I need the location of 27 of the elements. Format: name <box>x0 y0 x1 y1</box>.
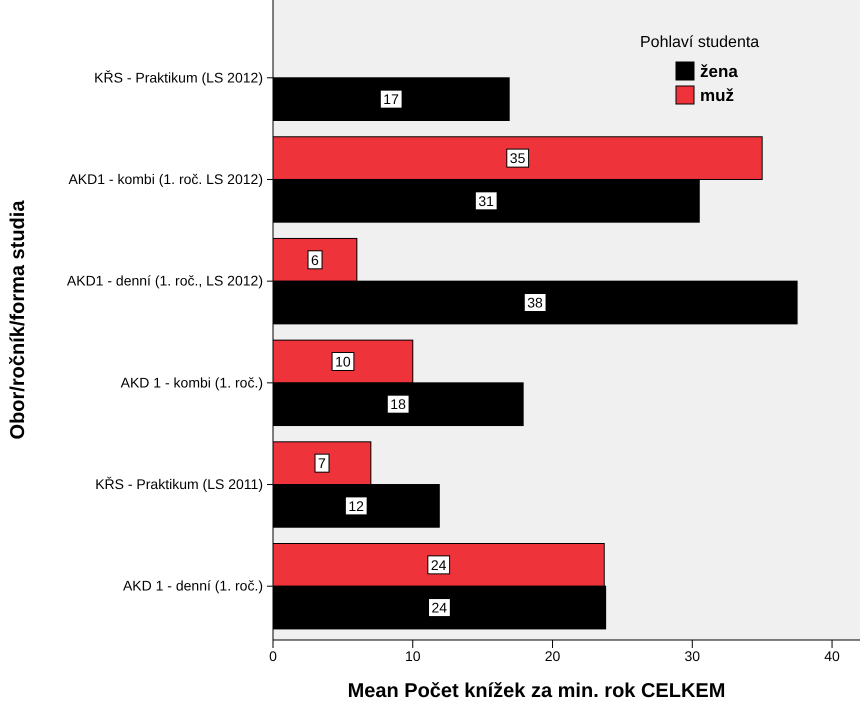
y-tick-label: AKD1 - kombi (1. roč. LS 2012) <box>68 170 263 187</box>
y-tick-label: AKD 1 - kombi (1. roč.) <box>120 374 263 390</box>
legend-label: žena <box>700 62 738 81</box>
x-tick-label: 20 <box>544 648 561 664</box>
data-label: 24 <box>430 556 447 573</box>
data-label: 24 <box>432 600 448 616</box>
y-tick-label: KŘS - Praktikum (LS 2011) <box>95 476 263 492</box>
data-label: 18 <box>390 396 406 412</box>
x-tick-label: 40 <box>824 648 840 664</box>
x-axis-title: Mean Počet knížek za min. rok CELKEM <box>348 680 726 702</box>
y-axis-title: Obor/ročník/forma studia <box>7 200 29 440</box>
legend-title: Pohlaví studenta <box>640 34 760 51</box>
y-tick-label: KŘS - Praktikum (LS 2012) <box>94 69 263 86</box>
data-label: 12 <box>348 498 364 514</box>
legend-label: muž <box>700 86 734 105</box>
data-label: 38 <box>527 294 544 311</box>
data-label: 7 <box>318 455 326 472</box>
x-tick-label: 30 <box>684 648 700 664</box>
data-label: 31 <box>478 192 494 209</box>
data-label: 35 <box>510 150 526 166</box>
data-label: 6 <box>311 252 320 268</box>
x-tick-label: 10 <box>404 648 421 664</box>
data-label: 10 <box>335 353 351 370</box>
x-tick-label: 0 <box>269 648 278 664</box>
data-label: 17 <box>383 91 400 108</box>
y-tick-label: AKD1 - denní (1. roč., LS 2012) <box>66 272 263 289</box>
y-tick-label: AKD 1 - denní (1. roč.) <box>122 578 263 594</box>
